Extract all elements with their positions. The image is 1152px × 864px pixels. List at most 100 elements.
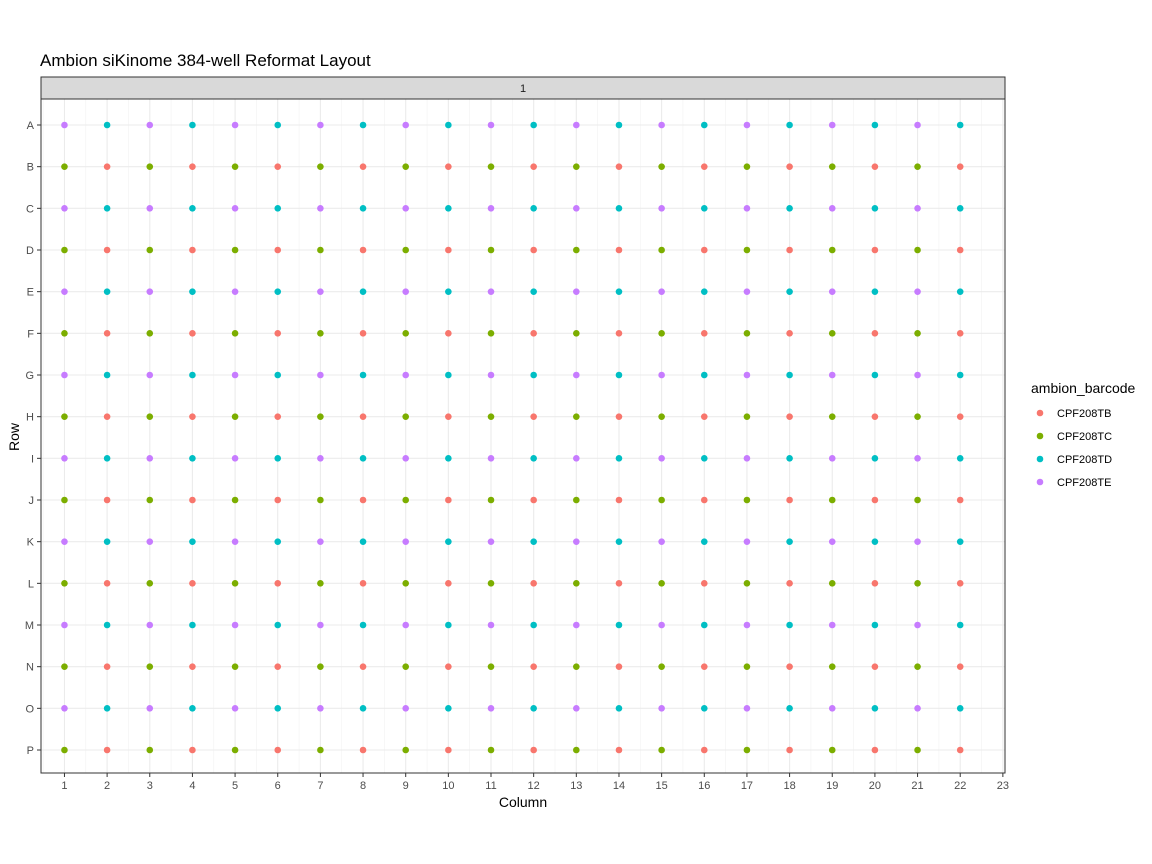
y-tick-label: P <box>27 745 34 757</box>
data-point <box>573 205 580 212</box>
x-tick-label: 10 <box>442 780 454 792</box>
data-point <box>445 455 452 462</box>
data-point <box>615 538 623 545</box>
data-point <box>658 371 665 379</box>
data-point <box>743 538 751 545</box>
data-point <box>274 246 282 254</box>
data-point <box>871 580 879 587</box>
data-point <box>828 455 836 462</box>
data-point <box>828 496 836 504</box>
data-point <box>359 746 367 754</box>
data-point <box>61 705 68 712</box>
data-point <box>914 205 921 212</box>
data-point <box>573 330 580 337</box>
data-point <box>402 746 409 754</box>
data-point <box>103 621 111 629</box>
data-point <box>828 538 836 545</box>
data-point <box>700 121 708 129</box>
y-tick-label: B <box>27 162 34 174</box>
legend: ambion_barcode CPF208TB CPF208TC CPF208TD C… <box>1031 380 1136 489</box>
data-point <box>402 288 409 295</box>
x-tick-label: 15 <box>656 780 668 792</box>
data-point <box>914 246 921 254</box>
data-point <box>658 496 665 504</box>
x-tick-label: 17 <box>741 780 753 792</box>
data-point <box>231 705 239 712</box>
data-point <box>189 705 196 712</box>
data-point <box>956 246 964 254</box>
data-point <box>828 413 836 420</box>
data-point <box>828 205 836 212</box>
data-point <box>274 705 282 712</box>
x-tick-label: 9 <box>403 780 409 792</box>
y-tick-label: A <box>27 120 35 132</box>
data-point <box>871 746 879 754</box>
data-point <box>487 621 495 629</box>
data-point <box>700 705 708 712</box>
data-point <box>231 288 239 295</box>
data-point <box>103 246 111 254</box>
data-point <box>487 121 495 129</box>
data-point <box>914 121 921 129</box>
data-point <box>487 580 495 587</box>
data-point <box>615 663 623 670</box>
data-point <box>402 163 409 170</box>
data-point <box>189 496 196 504</box>
data-point <box>274 621 282 629</box>
data-point <box>786 580 793 587</box>
data-point <box>530 496 537 504</box>
data-point <box>61 121 68 129</box>
data-point <box>317 580 324 587</box>
data-point <box>530 330 537 337</box>
data-point <box>317 288 324 295</box>
data-point <box>615 705 623 712</box>
data-point <box>700 163 708 170</box>
data-point <box>231 121 239 129</box>
data-point <box>445 746 452 754</box>
data-point <box>615 371 623 379</box>
x-tick-label: 23 <box>997 780 1009 792</box>
data-point <box>786 538 793 545</box>
data-point <box>914 621 921 629</box>
data-point <box>658 288 665 295</box>
data-point <box>700 246 708 254</box>
data-point <box>103 121 111 129</box>
data-point <box>487 205 495 212</box>
data-point <box>359 121 367 129</box>
data-point <box>317 205 324 212</box>
y-tick-label: M <box>25 620 34 632</box>
data-point <box>317 455 324 462</box>
data-point <box>487 538 495 545</box>
data-point <box>487 371 495 379</box>
data-point <box>317 121 324 129</box>
data-point <box>700 330 708 337</box>
data-point <box>487 746 495 754</box>
data-point <box>615 413 623 420</box>
data-point <box>573 163 580 170</box>
data-point <box>871 121 879 129</box>
data-point <box>274 288 282 295</box>
data-point <box>189 538 196 545</box>
data-point <box>828 705 836 712</box>
data-point <box>189 371 196 379</box>
data-point <box>700 621 708 629</box>
data-point <box>914 330 921 337</box>
data-point <box>402 413 409 420</box>
data-point <box>445 205 452 212</box>
data-point <box>828 288 836 295</box>
data-point <box>871 705 879 712</box>
data-point <box>231 538 239 545</box>
data-point <box>274 163 282 170</box>
y-tick-label: G <box>25 370 34 382</box>
data-point <box>359 538 367 545</box>
data-point <box>530 705 537 712</box>
data-point <box>359 205 367 212</box>
data-point <box>871 371 879 379</box>
data-point <box>956 121 964 129</box>
data-point <box>402 705 409 712</box>
data-point <box>445 538 452 545</box>
data-point <box>359 288 367 295</box>
data-point <box>445 705 452 712</box>
data-point <box>189 163 196 170</box>
